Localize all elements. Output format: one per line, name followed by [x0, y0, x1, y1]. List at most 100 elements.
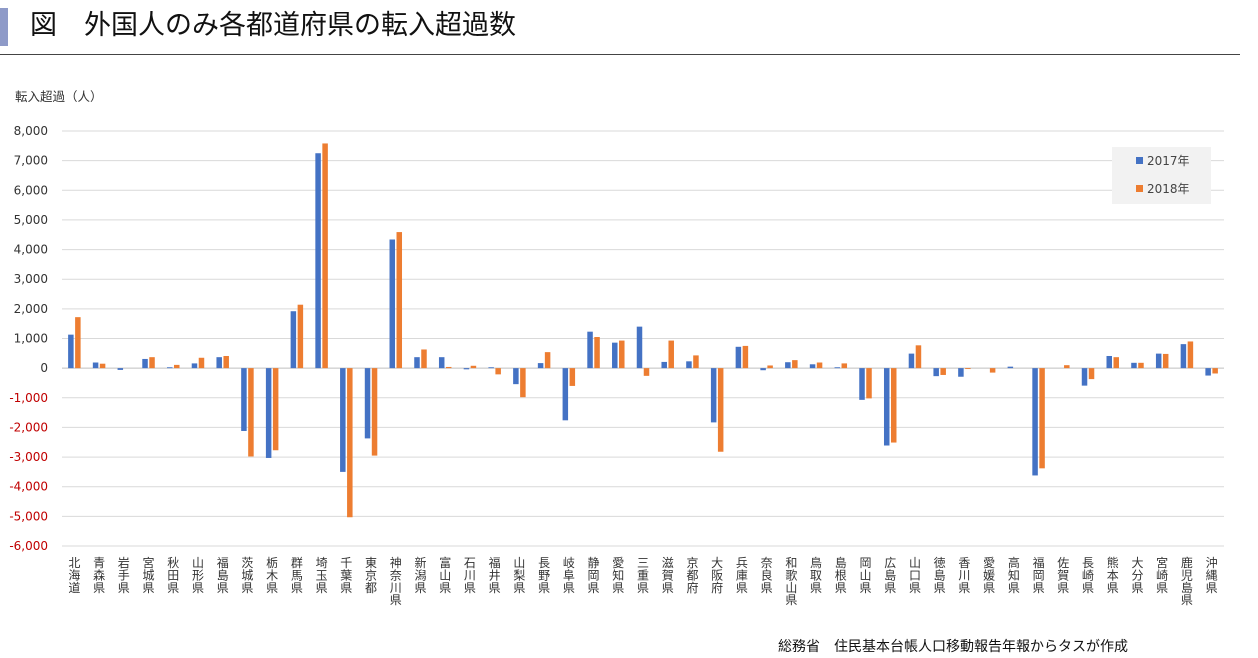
- category-label: 長野県: [538, 556, 550, 595]
- bar-2017年-奈良県: [760, 368, 766, 371]
- bar-2017年-岡山県: [859, 368, 865, 400]
- legend-swatch-2017: [1136, 157, 1143, 164]
- category-label: 愛知県: [612, 556, 624, 595]
- category-label: 埼玉県: [316, 556, 328, 595]
- bar-2017年-青森県: [92, 362, 99, 369]
- bar-2017年-徳島県: [933, 368, 939, 377]
- bar-2017年-三重県: [636, 326, 643, 369]
- title-divider: [0, 54, 1240, 55]
- category-label: 熊本県: [1107, 555, 1119, 595]
- bar-2017年-長崎県: [1081, 368, 1088, 386]
- legend-swatch-2018: [1136, 185, 1143, 192]
- bar-2017年-岐阜県: [562, 368, 569, 421]
- y-tick-label: -1,000: [9, 391, 48, 405]
- category-label: 長崎県: [1082, 556, 1094, 595]
- bar-2018年-長崎県: [1088, 368, 1095, 380]
- legend-label-2018: 2018年: [1147, 182, 1190, 196]
- bar-2017年-福島県: [216, 357, 222, 369]
- category-label: 新潟県: [414, 555, 426, 595]
- bar-2018年-和歌山県: [792, 360, 798, 369]
- page-title: 図 外国人のみ各都道府県の転入超過数: [30, 10, 516, 41]
- bar-2017年-栃木県: [265, 368, 272, 458]
- bar-2018年-京都府: [693, 355, 699, 369]
- category-label: 福井県: [489, 555, 501, 595]
- category-label: 福岡県: [1033, 555, 1045, 595]
- bar-2017年-北海道: [68, 334, 74, 369]
- category-label: 沖縄県: [1206, 556, 1218, 595]
- y-tick-label: -6,000: [9, 539, 48, 553]
- y-tick-label: -4,000: [9, 480, 48, 494]
- source-note: 総務省 住民基本台帳人口移動報告年報からタスが作成: [778, 639, 1128, 655]
- bar-2017年-埼玉県: [315, 153, 321, 369]
- bar-2018年-滋賀県: [668, 340, 674, 369]
- category-label: 福島県: [217, 555, 229, 595]
- category-label: 山梨県: [513, 556, 525, 595]
- bar-2018年-大阪府: [717, 368, 724, 452]
- category-label: 三重県: [637, 556, 649, 595]
- category-label: 石川県: [464, 556, 476, 595]
- bar-2018年-福島県: [223, 355, 229, 369]
- y-tick-label: 5,000: [14, 213, 48, 227]
- y-tick-label: 7,000: [14, 154, 48, 168]
- category-label: 山口県: [909, 556, 921, 595]
- bar-2018年-奈良県: [767, 365, 773, 369]
- category-label: 群馬県: [291, 556, 303, 595]
- y-tick-label: -5,000: [9, 509, 48, 523]
- legend: 2017年 2018年: [1112, 147, 1211, 204]
- bar-2018年-千葉県: [347, 368, 353, 518]
- bar-2018年-秋田県: [174, 364, 180, 369]
- category-label: 大分県: [1131, 556, 1143, 595]
- y-tick-label: -2,000: [9, 420, 48, 434]
- bar-2017年-群馬県: [290, 311, 297, 369]
- bar-2017年-新潟県: [414, 357, 420, 369]
- category-label: 宮城県: [143, 555, 155, 595]
- bar-2018年-山梨県: [520, 368, 526, 398]
- category-label: 神奈川県: [390, 556, 402, 607]
- bar-2018年-愛媛県: [989, 368, 996, 373]
- bar-2018年-富山県: [445, 366, 452, 369]
- category-label: 茨城県: [241, 556, 253, 595]
- bar-2018年-茨城県: [248, 368, 254, 457]
- category-label: 兵庫県: [736, 556, 748, 595]
- bar-2018年-宮崎県: [1162, 353, 1169, 369]
- bar-2018年-岡山県: [866, 368, 872, 399]
- bar-2018年-島根県: [841, 363, 848, 369]
- y-tick-label: 3,000: [14, 272, 48, 286]
- bar-2017年-愛知県: [612, 342, 618, 369]
- title-accent-bar: [0, 8, 8, 46]
- category-label: 宮崎県: [1156, 555, 1168, 595]
- bar-2018年-三重県: [643, 368, 650, 376]
- bar-2017年-高知県: [1007, 366, 1014, 369]
- bar-2017年-長野県: [537, 363, 544, 369]
- y-tick-label: 2,000: [14, 302, 48, 316]
- bars: [68, 143, 1218, 518]
- bar-2018年-東京都: [371, 368, 378, 456]
- bar-2017年-滋賀県: [661, 361, 667, 369]
- bar-2018年-栃木県: [272, 368, 279, 451]
- category-label: 青森県: [93, 556, 105, 595]
- category-label: 高知県: [1008, 555, 1020, 595]
- bar-2018年-群馬県: [297, 304, 304, 369]
- y-tick-label: 4,000: [14, 243, 48, 257]
- category-label: 鹿児島県: [1181, 555, 1193, 607]
- category-label: 鳥取県: [810, 555, 822, 595]
- bar-2017年-大分県: [1131, 362, 1137, 369]
- bar-2017年-山口県: [908, 353, 915, 369]
- bar-2017年-岩手県: [117, 368, 124, 370]
- bar-2018年-神奈川県: [396, 232, 403, 369]
- category-label: 和歌山県: [785, 556, 797, 607]
- y-tick-label: 1,000: [14, 332, 48, 346]
- category-label: 栃木県: [266, 556, 278, 595]
- bar-2018年-山口県: [915, 345, 922, 369]
- bar-2018年-静岡県: [594, 337, 600, 369]
- bar-2017年-山形県: [191, 363, 198, 369]
- bar-2017年-香川県: [958, 368, 964, 377]
- y-tick-label: 6,000: [14, 183, 48, 197]
- category-label: 愛媛県: [983, 556, 995, 595]
- legend-label-2017: 2017年: [1147, 154, 1190, 168]
- bar-2017年-和歌山県: [785, 362, 791, 369]
- y-tick-labels: 8,000 7,000 6,000 5,000 4,000 3,000 2,000 1,000…: [9, 124, 48, 553]
- bar-2017年-沖縄県: [1205, 368, 1211, 376]
- y-tick-label: 8,000: [14, 124, 48, 138]
- category-label: 岐阜県: [563, 556, 575, 595]
